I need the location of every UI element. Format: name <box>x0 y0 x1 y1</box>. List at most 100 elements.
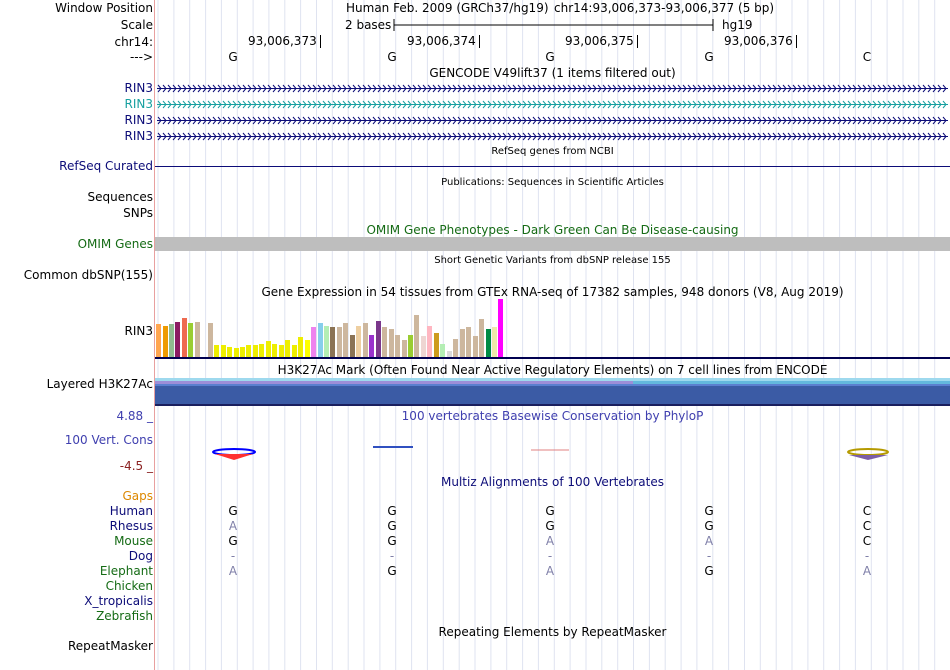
refseq-title[interactable]: RefSeq genes from NCBI <box>491 146 614 157</box>
gencode-transcript[interactable] <box>157 84 948 93</box>
gtex-tissue-bar[interactable] <box>181 318 187 357</box>
gtex-tissue-bar[interactable] <box>343 323 349 357</box>
gtex-tissue-bar[interactable] <box>162 326 168 357</box>
position-readout[interactable]: chr14:93,006,373-93,006,377 (5 bp) <box>554 1 775 15</box>
gencode-transcript-label[interactable]: RIN3 <box>124 97 154 111</box>
gtex-tissue-bar[interactable] <box>491 327 497 357</box>
gtex-tissue-bar[interactable] <box>285 340 291 357</box>
gtex-tissue-bar[interactable] <box>207 323 213 357</box>
gtex-tissue-bar[interactable] <box>291 345 297 357</box>
dbsnp-label[interactable]: Common dbSNP(155) <box>23 268 153 282</box>
gtex-tissue-bar[interactable] <box>395 335 400 357</box>
gtex-tissue-bar[interactable] <box>311 327 316 357</box>
gtex-gene-label[interactable]: RIN3 <box>124 324 154 338</box>
gtex-tissue-bar[interactable] <box>304 340 310 357</box>
strand-chevron <box>262 100 267 109</box>
gtex-tissue-bar[interactable] <box>382 327 388 357</box>
phylop-signal[interactable] <box>155 440 950 464</box>
gtex-bar-chart[interactable] <box>155 299 950 357</box>
refseq-curated-label[interactable]: RefSeq Curated <box>59 159 153 173</box>
h3k27ac-signal[interactable] <box>155 378 950 406</box>
gencode-transcript[interactable] <box>157 116 948 125</box>
phylop-label[interactable]: 100 Vert. Cons <box>64 433 153 447</box>
species-label-rhesus[interactable]: Rhesus <box>109 519 153 533</box>
gtex-tissue-bar[interactable] <box>472 336 478 357</box>
gtex-tissue-bar[interactable] <box>272 344 278 357</box>
gtex-tissue-bar[interactable] <box>188 323 194 357</box>
omim-genes-label[interactable]: OMIM Genes <box>77 237 153 251</box>
assembly-title[interactable]: Human Feb. 2009 (GRCh37/hg19) <box>346 1 549 15</box>
gtex-tissue-bar[interactable] <box>356 326 362 357</box>
gtex-tissue-bar[interactable] <box>214 345 220 357</box>
phylop-title[interactable]: 100 vertebrates Basewise Conservation by… <box>401 409 704 423</box>
gencode-title[interactable]: GENCODE V49lift37 (1 items filtered out) <box>429 66 676 80</box>
gtex-tissue-bar[interactable] <box>252 345 258 357</box>
snps-label[interactable]: SNPs <box>123 206 153 220</box>
gtex-tissue-bar[interactable] <box>240 347 245 357</box>
gtex-tissue-bar[interactable] <box>414 315 420 357</box>
publications-title[interactable]: Publications: Sequences in Scientific Ar… <box>441 177 664 188</box>
gtex-tissue-bar[interactable] <box>433 333 439 357</box>
species-label-zebrafish[interactable]: Zebrafish <box>96 609 153 623</box>
omim-title[interactable]: OMIM Gene Phenotypes - Dark Green Can Be… <box>366 223 739 237</box>
gtex-tissue-bar[interactable] <box>298 337 304 357</box>
dbsnp-title[interactable]: Short Genetic Variants from dbSNP releas… <box>434 255 671 266</box>
gtex-tissue-bar[interactable] <box>407 335 413 357</box>
gencode-transcript-label[interactable]: RIN3 <box>124 113 154 127</box>
gtex-tissue-bar[interactable] <box>259 344 265 357</box>
gtex-tissue-bar[interactable] <box>246 345 252 357</box>
gtex-tissue-bar[interactable] <box>330 327 336 357</box>
gtex-tissue-bar[interactable] <box>420 336 426 357</box>
gtex-tissue-bar[interactable] <box>459 329 465 357</box>
species-label-elephant[interactable]: Elephant <box>99 564 153 578</box>
gencode-transcript-label[interactable]: RIN3 <box>124 81 154 95</box>
gtex-tissue-bar[interactable] <box>479 319 484 357</box>
gtex-tissue-bar[interactable] <box>453 339 459 357</box>
gtex-tissue-bar[interactable] <box>427 326 433 357</box>
gtex-tissue-bar[interactable] <box>220 345 226 357</box>
gtex-tissue-bar[interactable] <box>233 348 239 357</box>
strand-chevron <box>702 116 707 125</box>
gtex-tissue-bar[interactable] <box>175 322 181 357</box>
species-label-gaps[interactable]: Gaps <box>122 489 153 503</box>
gtex-tissue-bar[interactable] <box>362 323 368 357</box>
gtex-tissue-bar[interactable] <box>369 335 375 357</box>
gtex-tissue-bar[interactable] <box>156 324 161 357</box>
refseq-gene-line[interactable] <box>155 166 950 167</box>
gtex-tissue-bar[interactable] <box>446 351 452 357</box>
gtex-tissue-bar[interactable] <box>168 324 174 357</box>
gtex-tissue-bar[interactable] <box>401 340 407 357</box>
gtex-tissue-bar[interactable] <box>466 327 472 357</box>
strand-chevron <box>232 116 237 125</box>
gtex-tissue-bar[interactable] <box>349 335 355 357</box>
gtex-tissue-bar[interactable] <box>194 322 200 357</box>
gencode-transcript[interactable] <box>157 132 948 141</box>
h3k27ac-label[interactable]: Layered H3K27Ac <box>46 377 153 391</box>
gtex-tissue-bar[interactable] <box>278 345 284 357</box>
gtex-tissue-bar[interactable] <box>265 341 271 357</box>
strand-chevron <box>432 132 437 141</box>
gtex-tissue-bar[interactable] <box>375 321 381 357</box>
species-label-human[interactable]: Human <box>109 504 153 518</box>
gtex-tissue-bar[interactable] <box>336 327 342 357</box>
repeatmasker-label[interactable]: RepeatMasker <box>67 639 153 653</box>
gtex-tissue-bar[interactable] <box>440 344 446 357</box>
species-label-chicken[interactable]: Chicken <box>105 579 153 593</box>
gtex-tissue-bar[interactable] <box>227 347 233 357</box>
gtex-title[interactable]: Gene Expression in 54 tissues from GTEx … <box>261 285 844 299</box>
species-label-x_tropicalis[interactable]: X_tropicalis <box>84 594 153 608</box>
gtex-tissue-bar[interactable] <box>498 299 504 357</box>
h3k27ac-title[interactable]: H3K27Ac Mark (Often Found Near Active Re… <box>277 363 828 377</box>
gtex-tissue-bar[interactable] <box>317 323 323 357</box>
species-label-mouse[interactable]: Mouse <box>114 534 153 548</box>
species-label-dog[interactable]: Dog <box>128 549 153 563</box>
gtex-tissue-bar[interactable] <box>324 326 329 357</box>
repeatmasker-title[interactable]: Repeating Elements by RepeatMasker <box>438 625 667 639</box>
gtex-tissue-bar[interactable] <box>388 329 394 357</box>
multiz-title[interactable]: Multiz Alignments of 100 Vertebrates <box>440 475 665 489</box>
gtex-tissue-bar[interactable] <box>485 329 491 357</box>
gencode-transcript[interactable] <box>157 100 948 109</box>
omim-gene-bar[interactable] <box>155 237 950 251</box>
gencode-transcript-label[interactable]: RIN3 <box>124 129 154 143</box>
sequences-label[interactable]: Sequences <box>87 190 153 204</box>
